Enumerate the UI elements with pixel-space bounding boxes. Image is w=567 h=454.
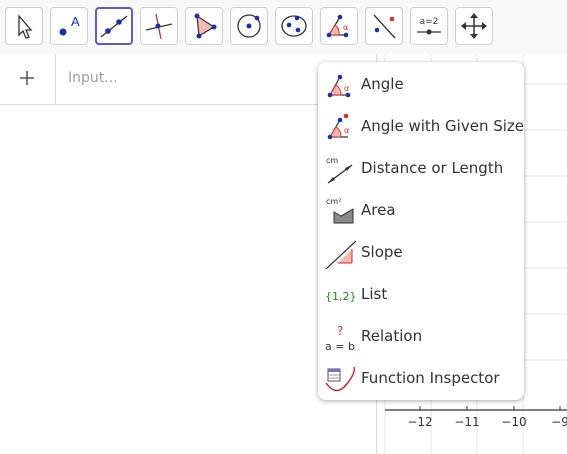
polygon-tool-icon xyxy=(194,13,217,39)
x-tick-label: −12 xyxy=(407,415,432,429)
reflect-tool[interactable] xyxy=(365,7,403,45)
x-tick-label: −10 xyxy=(501,415,526,429)
menu-item-label: Slope xyxy=(361,243,403,261)
slope-icon xyxy=(325,240,356,269)
svg-text:cm²: cm² xyxy=(326,197,341,206)
menu-item-label: Angle with Given Size xyxy=(361,117,525,135)
angle-given-size-icon: α xyxy=(327,113,349,140)
menu-item-function-inspector[interactable]: Function Inspector xyxy=(318,357,524,399)
menu-item-distance[interactable]: cm Distance or Length xyxy=(318,147,524,189)
menu-item-relation[interactable]: ? a = b Relation xyxy=(318,315,524,357)
ellipse-tool-icon xyxy=(281,15,307,37)
line-tool-icon xyxy=(100,15,128,38)
list-icon: {1,2} xyxy=(325,290,356,303)
plus-icon xyxy=(20,71,34,85)
point-tool[interactable]: A xyxy=(50,7,88,45)
move-graphics-view-tool[interactable] xyxy=(455,7,493,45)
x-tick-label: −11 xyxy=(454,415,479,429)
menu-item-label: Function Inspector xyxy=(361,369,500,387)
polygon-tool[interactable] xyxy=(185,7,223,45)
svg-text:α: α xyxy=(344,84,349,93)
svg-text:α: α xyxy=(344,126,349,135)
function-inspector-icon xyxy=(325,366,356,392)
circle-tool[interactable] xyxy=(230,7,268,45)
toolbar: A xyxy=(0,0,567,55)
menu-item-list[interactable]: {1,2} List xyxy=(318,273,524,315)
move-tool[interactable] xyxy=(5,7,43,45)
menu-item-angle[interactable]: α Angle xyxy=(318,63,524,105)
point-tool-icon: A xyxy=(59,14,80,36)
perpendicular-line-tool-icon xyxy=(145,13,173,40)
svg-text:α: α xyxy=(343,23,348,32)
line-tool[interactable] xyxy=(95,7,133,45)
measurement-tools-menu: α Angle α Angle with Given Size cm Dista… xyxy=(318,62,524,400)
x-tick-label: −9 xyxy=(551,415,567,429)
svg-text:?: ? xyxy=(337,324,343,338)
svg-text:A: A xyxy=(71,14,80,29)
slider-tool-icon: a=2 xyxy=(417,17,441,35)
svg-text:cm: cm xyxy=(326,156,338,165)
angle-tool[interactable]: α xyxy=(320,7,358,45)
move-graphics-view-tool-icon xyxy=(461,13,487,39)
relation-icon: ? a = b xyxy=(325,324,355,353)
slider-tool[interactable]: a=2 xyxy=(410,7,448,45)
algebra-view: Input... xyxy=(0,54,377,454)
move-tool-icon xyxy=(18,14,33,39)
area-icon: cm² xyxy=(326,197,354,224)
add-item-button[interactable] xyxy=(0,54,56,104)
menu-item-slope[interactable]: Slope xyxy=(318,231,524,273)
menu-item-area[interactable]: cm² Area xyxy=(318,189,524,231)
perpendicular-line-tool[interactable] xyxy=(140,7,178,45)
menu-item-label: Angle xyxy=(361,75,404,93)
angle-icon: α xyxy=(327,74,351,98)
svg-text:{1,2}: {1,2} xyxy=(325,290,356,303)
input-row: Input... xyxy=(0,54,376,105)
menu-item-label: Area xyxy=(361,201,396,219)
algebra-input[interactable]: Input... xyxy=(68,70,118,86)
menu-item-label: List xyxy=(361,285,388,303)
ellipse-tool[interactable] xyxy=(275,7,313,45)
menu-item-label: Distance or Length xyxy=(361,159,504,177)
circle-tool-icon xyxy=(237,14,261,38)
angle-tool-icon: α xyxy=(326,14,349,38)
svg-text:a=2: a=2 xyxy=(420,17,439,27)
svg-text:a = b: a = b xyxy=(325,340,355,353)
reflect-tool-icon xyxy=(373,14,396,39)
distance-icon: cm xyxy=(326,156,353,184)
menu-item-label: Relation xyxy=(361,327,423,345)
menu-item-angle-given-size[interactable]: α Angle with Given Size xyxy=(318,105,524,147)
